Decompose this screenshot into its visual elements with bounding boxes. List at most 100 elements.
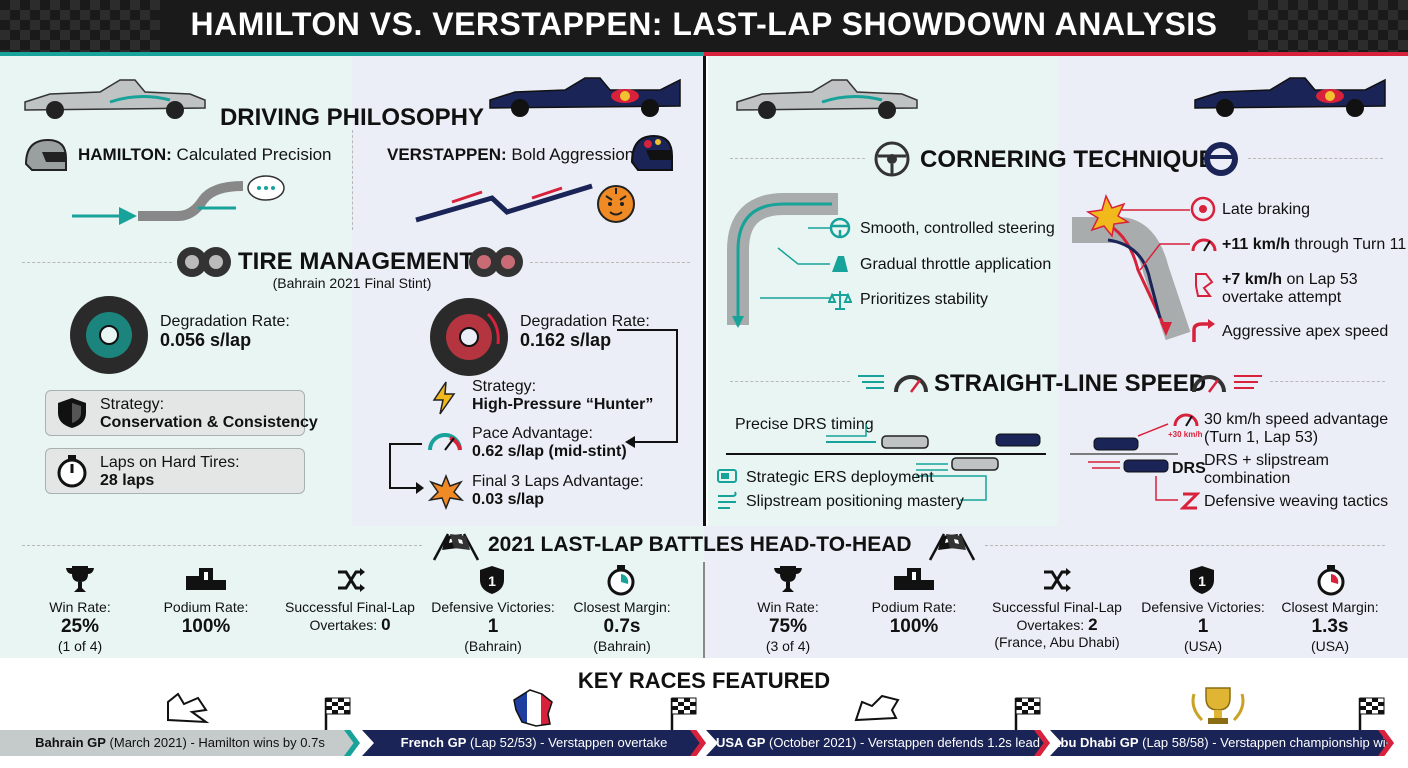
divider — [22, 262, 172, 263]
steering-wheel-icon — [874, 141, 910, 177]
ver-final-value: 0.03 s/lap — [472, 491, 545, 508]
ver-weave: Defensive weaving tactics — [1204, 493, 1389, 510]
race-ribbon-bahrain: Bahrain GP (March 2021) - Hamilton wins … — [0, 730, 360, 756]
bahrain-circuit-icon — [167, 692, 210, 724]
ver-stat-win: Win Rate: 75% (3 of 4) — [757, 599, 819, 654]
ver-speed-line2: (Turn 1, Lap 53) — [1204, 429, 1319, 446]
stats-divider — [703, 562, 705, 658]
checkered-flag-icon — [324, 697, 351, 730]
header-banner — [0, 0, 1408, 52]
podium-icon — [894, 568, 934, 590]
hamilton-tire-icon — [70, 296, 148, 374]
ver-l53-value: +7 km/h — [1222, 271, 1283, 288]
straight-line-heading: STRAIGHT-LINE SPEED — [934, 370, 1207, 397]
ver-final-label: Final 3 Laps Advantage: — [472, 473, 644, 490]
redbull-speed-diagram — [1070, 423, 1178, 501]
battery-icon — [717, 469, 737, 483]
checkered-flag-icon — [670, 697, 697, 730]
ham-laps-value: 28 laps — [100, 472, 155, 489]
smooth-corner-icon — [727, 193, 838, 328]
checkered-flags-icon — [432, 533, 480, 561]
ham-stat-overtakes: Successful Final-Lap Overtakes: 0 — [285, 599, 415, 634]
ham-laps-box — [45, 448, 305, 494]
tiger-icon — [597, 185, 635, 223]
flow-arrow — [389, 443, 424, 494]
cornering-heading: CORNERING TECHNIQUE — [920, 146, 1215, 173]
speedometer-icon — [1173, 413, 1199, 427]
divider — [352, 130, 353, 230]
ver-strategy-label: Strategy: — [472, 378, 537, 395]
race-ribbon-usa: USA GP (October 2021) - Verstappen defen… — [706, 730, 1050, 756]
divider — [730, 158, 865, 159]
ver-stat-margin: Closest Margin: 1.3s (USA) — [1281, 599, 1379, 654]
ver-l53-text: on Lap 53 — [1286, 271, 1358, 288]
aggressive-path-icon — [415, 183, 593, 223]
ham-stat-defensive: Defensive Victories: 1 (Bahrain) — [431, 599, 555, 654]
ver-apex-speed: Aggressive apex speed — [1222, 323, 1389, 340]
hamilton-accent-bar — [0, 52, 704, 56]
verstappen-accent-bar — [704, 52, 1408, 56]
ham-corner-item-3: Prioritizes stability — [860, 291, 989, 308]
checkered-flag-icon — [1014, 697, 1041, 730]
redbull-car-icon — [489, 77, 681, 117]
connector-lines — [1122, 209, 1190, 271]
ver-drs-line2: combination — [1204, 470, 1291, 487]
wind-icon — [718, 491, 737, 509]
checkered-flags-icon — [928, 533, 976, 561]
ham-ers: Strategic ERS deployment — [746, 469, 934, 486]
ham-slipstream: Slipstream positioning mastery — [746, 493, 964, 510]
stopwatch-icon — [1317, 565, 1345, 596]
mercedes-car-icon — [24, 79, 206, 119]
divider — [1270, 381, 1385, 382]
france-map-icon — [513, 689, 553, 727]
tire-subheading: (Bahrain 2021 Final Stint) — [272, 275, 432, 291]
steering-wheel-icon — [829, 217, 851, 239]
weave-icon — [1180, 492, 1200, 510]
aggressive-corner-icon — [1072, 193, 1191, 340]
tires-icon — [177, 247, 231, 277]
ver-t11-value: +11 km/h — [1222, 236, 1291, 253]
divider — [985, 545, 1385, 546]
hamilton-helmet-icon — [24, 138, 67, 171]
checkered-pattern — [1248, 0, 1408, 52]
ver-strategy-value: High-Pressure “Hunter” — [472, 396, 654, 413]
checkered-pattern — [0, 0, 160, 52]
ver-stat-overtakes: Successful Final-Lap Overtakes: 2 (France,… — [992, 599, 1122, 650]
ver-late-braking: Late braking — [1222, 201, 1311, 218]
hamilton-name: HAMILTON: — [78, 145, 172, 164]
ham-stat-podium: Podium Rate: 100% — [163, 599, 249, 637]
circuit-icon — [1195, 273, 1214, 297]
stopwatch-icon — [57, 455, 87, 488]
red-tires-icon — [469, 247, 523, 277]
divider — [530, 262, 690, 263]
ham-strategy-label: Strategy: — [100, 396, 165, 413]
ham-corner-item-1: Smooth, controlled steering — [860, 220, 1055, 237]
verstappen-tire-icon — [430, 298, 508, 376]
ham-deg-value: 0.056 s/lap — [160, 330, 252, 350]
center-divider — [703, 56, 706, 526]
speedometer-icon — [1192, 375, 1262, 393]
ham-drs-timing: Precise DRS timing — [735, 416, 874, 433]
page-title: HAMILTON VS. VERSTAPPEN: LAST-LAP SHOWDO… — [190, 6, 1218, 42]
ver-speed-line1: 30 km/h speed advantage — [1204, 411, 1389, 428]
ham-strategy-value: Conservation & Consistency — [100, 414, 318, 431]
ver-deg-label: Degradation Rate: — [520, 313, 650, 330]
ham-strategy-box — [45, 390, 305, 436]
gauge-icon — [428, 433, 462, 451]
usa-circuit-icon — [854, 694, 900, 722]
podium-icon — [186, 568, 226, 590]
ver-t11-text: through Turn 11 — [1294, 236, 1407, 253]
shield-icon — [58, 398, 86, 428]
defense-badge-icon: 1 — [480, 566, 504, 594]
race-ribbon-french: French GP (Lap 52/53) - Verstappen overt… — [362, 730, 706, 756]
hamilton-philosophy: Calculated Precision — [176, 145, 332, 164]
straight-line-diagram — [726, 424, 1046, 501]
hamilton-stats-bg — [0, 526, 704, 658]
ham-corner-item-2: Gradual throttle application — [860, 256, 1052, 273]
ver-deg-value: 0.162 s/lap — [520, 330, 612, 350]
verstappen-philosophy: Bold Aggression — [511, 145, 635, 164]
curved-arrow-icon — [1192, 319, 1215, 342]
ver-pace-value: 0.62 s/lap (mid-stint) — [472, 443, 627, 460]
ver-l53-line2: overtake attempt — [1222, 289, 1342, 306]
verstappen-name: VERSTAPPEN: — [387, 145, 507, 164]
